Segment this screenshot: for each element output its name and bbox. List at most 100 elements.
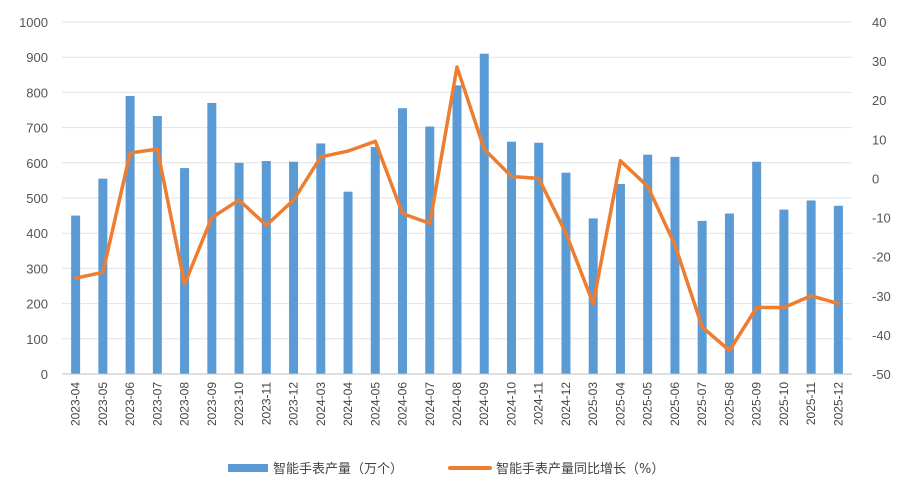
line-point — [74, 276, 78, 280]
line-point — [646, 184, 650, 188]
bar — [207, 102, 217, 375]
bar — [316, 143, 326, 374]
right-tick-label: 10 — [872, 132, 886, 147]
left-tick-label: 1000 — [19, 15, 48, 30]
x-tick-label: 2025-08 — [722, 382, 736, 426]
line-point — [373, 139, 377, 143]
bar — [234, 162, 244, 374]
left-tick-label: 300 — [26, 261, 48, 276]
x-tick-label: 2023-11 — [259, 382, 273, 425]
left-tick-label: 0 — [41, 367, 48, 382]
bar — [506, 141, 516, 374]
x-tick-label: 2023-05 — [96, 382, 110, 426]
bar — [643, 154, 653, 374]
right-tick-label: -50 — [872, 367, 891, 382]
line-point — [673, 243, 677, 247]
line-point — [591, 302, 595, 306]
bar — [125, 95, 135, 375]
x-tick-label: 2025-10 — [777, 382, 791, 426]
x-tick-label: 2025-12 — [831, 382, 845, 426]
bar — [752, 161, 762, 374]
line-point — [292, 198, 296, 202]
legend-label-line: 智能手表产量同比增长（%） — [496, 462, 664, 477]
line-point — [537, 176, 541, 180]
right-tick-label: 0 — [872, 171, 879, 186]
line-point — [428, 221, 432, 225]
x-tick-label: 2024-08 — [450, 382, 464, 426]
x-tick-label: 2024-09 — [477, 382, 491, 426]
right-tick-label: -40 — [872, 328, 891, 343]
line-point — [809, 294, 813, 298]
line-point — [564, 231, 568, 235]
line-point — [700, 325, 704, 329]
x-tick-label: 2024-05 — [368, 382, 382, 426]
x-tick-label: 2025-04 — [613, 382, 627, 426]
x-tick-label: 2024-04 — [341, 382, 355, 426]
bar — [670, 156, 680, 374]
line-point — [128, 151, 132, 155]
left-tick-label: 500 — [26, 191, 48, 206]
right-tick-label: -20 — [872, 250, 891, 265]
left-tick-label: 100 — [26, 332, 48, 347]
x-tick-label: 2024-06 — [396, 382, 410, 426]
x-tick-label: 2025-06 — [668, 382, 682, 426]
line-point — [782, 306, 786, 310]
x-tick-label: 2024-07 — [423, 382, 437, 426]
x-tick-label: 2023-07 — [150, 382, 164, 426]
line-point — [264, 223, 268, 227]
right-tick-label: -10 — [872, 211, 891, 226]
legend-swatch-bar — [228, 464, 268, 472]
left-tick-label: 600 — [26, 156, 48, 171]
line-point — [155, 147, 159, 151]
line-point — [319, 155, 323, 159]
line-point — [210, 216, 214, 220]
bar — [289, 161, 299, 374]
bar — [98, 178, 108, 374]
bar — [615, 183, 625, 374]
line-point — [237, 198, 241, 202]
line-series-yoy-growth — [73, 65, 841, 353]
x-tick-label: 2023-06 — [123, 382, 137, 426]
bar — [180, 168, 190, 374]
line-point — [727, 349, 731, 353]
x-tick-label: 2024-10 — [505, 382, 519, 426]
bar — [452, 85, 462, 375]
line-point — [101, 270, 105, 274]
bar — [71, 215, 81, 374]
x-tick-label: 2023-09 — [205, 382, 219, 426]
legend: 智能手表产量（万个） 智能手表产量同比增长（%） — [228, 462, 664, 477]
x-tick-label: 2024-12 — [559, 382, 573, 426]
x-tick-label: 2025-11 — [804, 382, 818, 425]
bar — [561, 172, 571, 374]
left-tick-label: 800 — [26, 85, 48, 100]
line-point — [401, 212, 405, 216]
bar — [370, 146, 380, 374]
x-tick-label: 2023-10 — [232, 382, 246, 426]
bar-series-production — [71, 53, 843, 375]
bar — [534, 142, 544, 374]
bar — [697, 220, 707, 374]
x-tick-label: 2023-08 — [178, 382, 192, 426]
bar — [152, 115, 162, 374]
line-point — [346, 149, 350, 153]
legend-label-bar: 智能手表产量（万个） — [273, 462, 403, 477]
x-tick-label: 2023-04 — [69, 382, 83, 426]
bar — [724, 213, 734, 374]
bar — [779, 209, 789, 374]
left-y-axis: 0 100 200 300 400 500 600 700 800 900 1000 — [19, 15, 48, 382]
x-tick-label: 2025-07 — [695, 382, 709, 426]
x-tick-label: 2024-11 — [532, 382, 546, 425]
left-tick-label: 700 — [26, 121, 48, 136]
line-point — [183, 282, 187, 286]
x-tick-label: 2025-09 — [750, 382, 764, 426]
left-tick-label: 900 — [26, 50, 48, 65]
bar — [261, 161, 271, 374]
x-tick-label: 2025-05 — [641, 382, 655, 426]
x-tick-label: 2023-12 — [287, 382, 301, 426]
right-y-axis: -50 -40 -30 -20 -10 0 10 20 30 40 — [872, 15, 891, 382]
right-tick-label: 40 — [872, 15, 886, 30]
line-point — [618, 159, 622, 163]
bar — [833, 205, 843, 374]
